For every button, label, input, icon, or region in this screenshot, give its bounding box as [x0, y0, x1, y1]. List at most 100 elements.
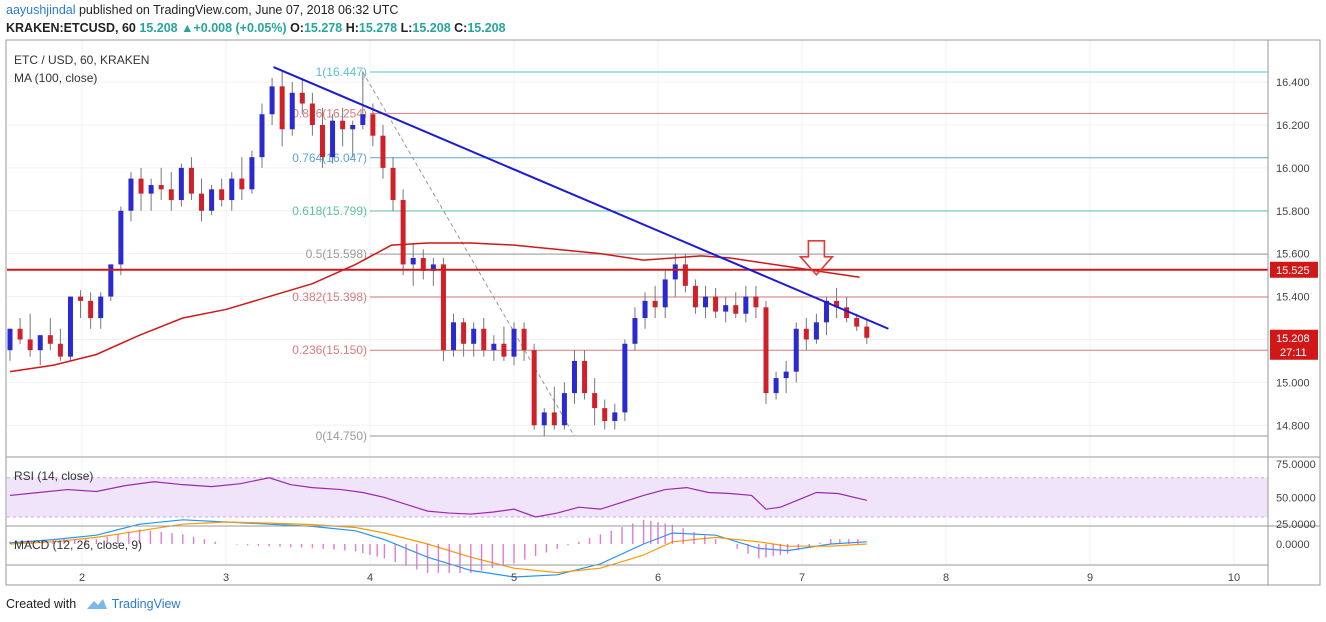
macd-legend: MACD (12, 26, close, 9) [14, 538, 142, 552]
candle-body [451, 322, 457, 351]
candle-body [632, 318, 638, 344]
candle-body [723, 305, 729, 312]
candle-body [47, 335, 53, 344]
candle-body [410, 257, 416, 265]
candle-body [682, 264, 688, 286]
tradingview-logo-icon [86, 598, 108, 613]
x-tick-label: 2 [79, 572, 85, 584]
candle-body [340, 120, 346, 130]
fib-level-label: 1(16.447) [316, 65, 367, 79]
candle-body [219, 189, 225, 201]
candle-body [612, 412, 618, 421]
candle-body [461, 322, 467, 344]
candle-body [491, 343, 497, 351]
y-tick-label: 15.400 [1276, 292, 1310, 304]
axes-layer: 2 3 4 5 6 7 8 9 10 16.400 16.200 16.000 15.800 15.600… [6, 40, 1320, 585]
y-tick-label: 16.200 [1276, 120, 1310, 132]
candle-body [531, 350, 537, 426]
bearish-trendline [273, 66, 889, 330]
author-link[interactable]: aayushjindal [6, 3, 76, 17]
down-arrow-icon [798, 240, 835, 277]
candle-body [471, 328, 477, 344]
candle-body [168, 189, 174, 201]
x-tick-label: 5 [511, 572, 517, 584]
candle-body [319, 124, 325, 158]
high-label: H: [345, 21, 359, 35]
candle-body [541, 412, 547, 426]
close-label: C: [454, 21, 468, 35]
candle-body [440, 264, 446, 351]
last-price: 15.208 [139, 21, 178, 35]
candle-body [854, 318, 860, 327]
ma-100-line [9, 242, 860, 373]
candle-body [803, 328, 809, 340]
fib-diagonal [362, 71, 575, 437]
candle-body [380, 135, 386, 168]
y-tick-label: 14.800 [1276, 420, 1310, 432]
candle-body [602, 408, 608, 421]
rsi-tick-label: 50.0000 [1276, 492, 1316, 504]
candle-body [642, 300, 648, 319]
change-arrow-icon: ▲ [181, 21, 194, 35]
fib-level-label: 0.5(15.598) [306, 247, 367, 261]
candle-body [622, 343, 628, 413]
candle-body [753, 296, 759, 308]
open-value: 15.278 [303, 21, 343, 35]
tradingview-link[interactable]: TradingView [111, 597, 181, 611]
price-change: +0.008 (+0.05%) [193, 21, 287, 35]
footer: Created with TradingView [6, 597, 180, 613]
created-with-text: Created with [6, 597, 77, 611]
symbol-label: KRAKEN:ETCUSD, 60 [6, 21, 136, 35]
candle-body [88, 300, 94, 319]
x-tick-label: 6 [655, 572, 661, 584]
candle-body [7, 328, 13, 351]
candle-body [78, 296, 84, 301]
candle-body [834, 300, 840, 308]
candle-body [98, 296, 104, 319]
publish-text: published on TradingView.com, June 07, 2… [75, 3, 399, 17]
macd-tick-label: 0.0000 [1276, 539, 1310, 551]
symbol-info: KRAKEN:ETCUSD, 60 15.208 ▲+0.008 (+0.05%… [6, 21, 506, 35]
fibonacci-layer: 1(16.447) 0.886(16.254) 0.764(16.047) 0.618… [292, 65, 1268, 443]
x-tick-label: 7 [799, 572, 805, 584]
candle-body [239, 178, 245, 190]
candle-body [481, 328, 487, 351]
chart-border [5, 39, 1321, 586]
rsi-legend: RSI (14, close) [14, 469, 93, 483]
candle-body [118, 210, 124, 265]
y-tick-label: 15.000 [1276, 377, 1310, 389]
low-label: L: [400, 21, 413, 35]
fib-level-label: 0.618(15.799) [292, 204, 367, 218]
candle-body [249, 157, 255, 190]
candle-body [108, 264, 114, 297]
candle-body [743, 296, 749, 314]
candle-body [330, 120, 336, 158]
last-price-label: 15.208 [1276, 333, 1310, 345]
low-value: 15.208 [412, 21, 451, 35]
candle-body [561, 393, 567, 426]
candle-body [209, 189, 215, 211]
candle-body [763, 307, 769, 394]
publish-info: aayushjindal published on TradingView.co… [6, 3, 398, 17]
candle-body [733, 305, 739, 314]
candle-body [703, 296, 709, 308]
candle-body [370, 114, 376, 136]
candle-body [128, 178, 134, 211]
rsi-tick-label: 25.0000 [1276, 519, 1316, 531]
candle-body [350, 124, 356, 130]
candle-body [289, 92, 295, 130]
x-tick-label: 3 [223, 572, 229, 584]
y-tick-label: 15.600 [1276, 249, 1310, 261]
ma-legend: MA (100, close) [14, 71, 97, 85]
candle-body [582, 360, 588, 394]
candle-body [501, 343, 507, 357]
rsi-line [9, 477, 867, 518]
candle-body [793, 328, 799, 372]
candle-body [823, 300, 829, 323]
candle-body [360, 114, 366, 125]
candle-body [672, 264, 678, 280]
candle-body [148, 185, 154, 194]
overlay-layer [7, 66, 1268, 373]
candle-body [259, 114, 265, 158]
